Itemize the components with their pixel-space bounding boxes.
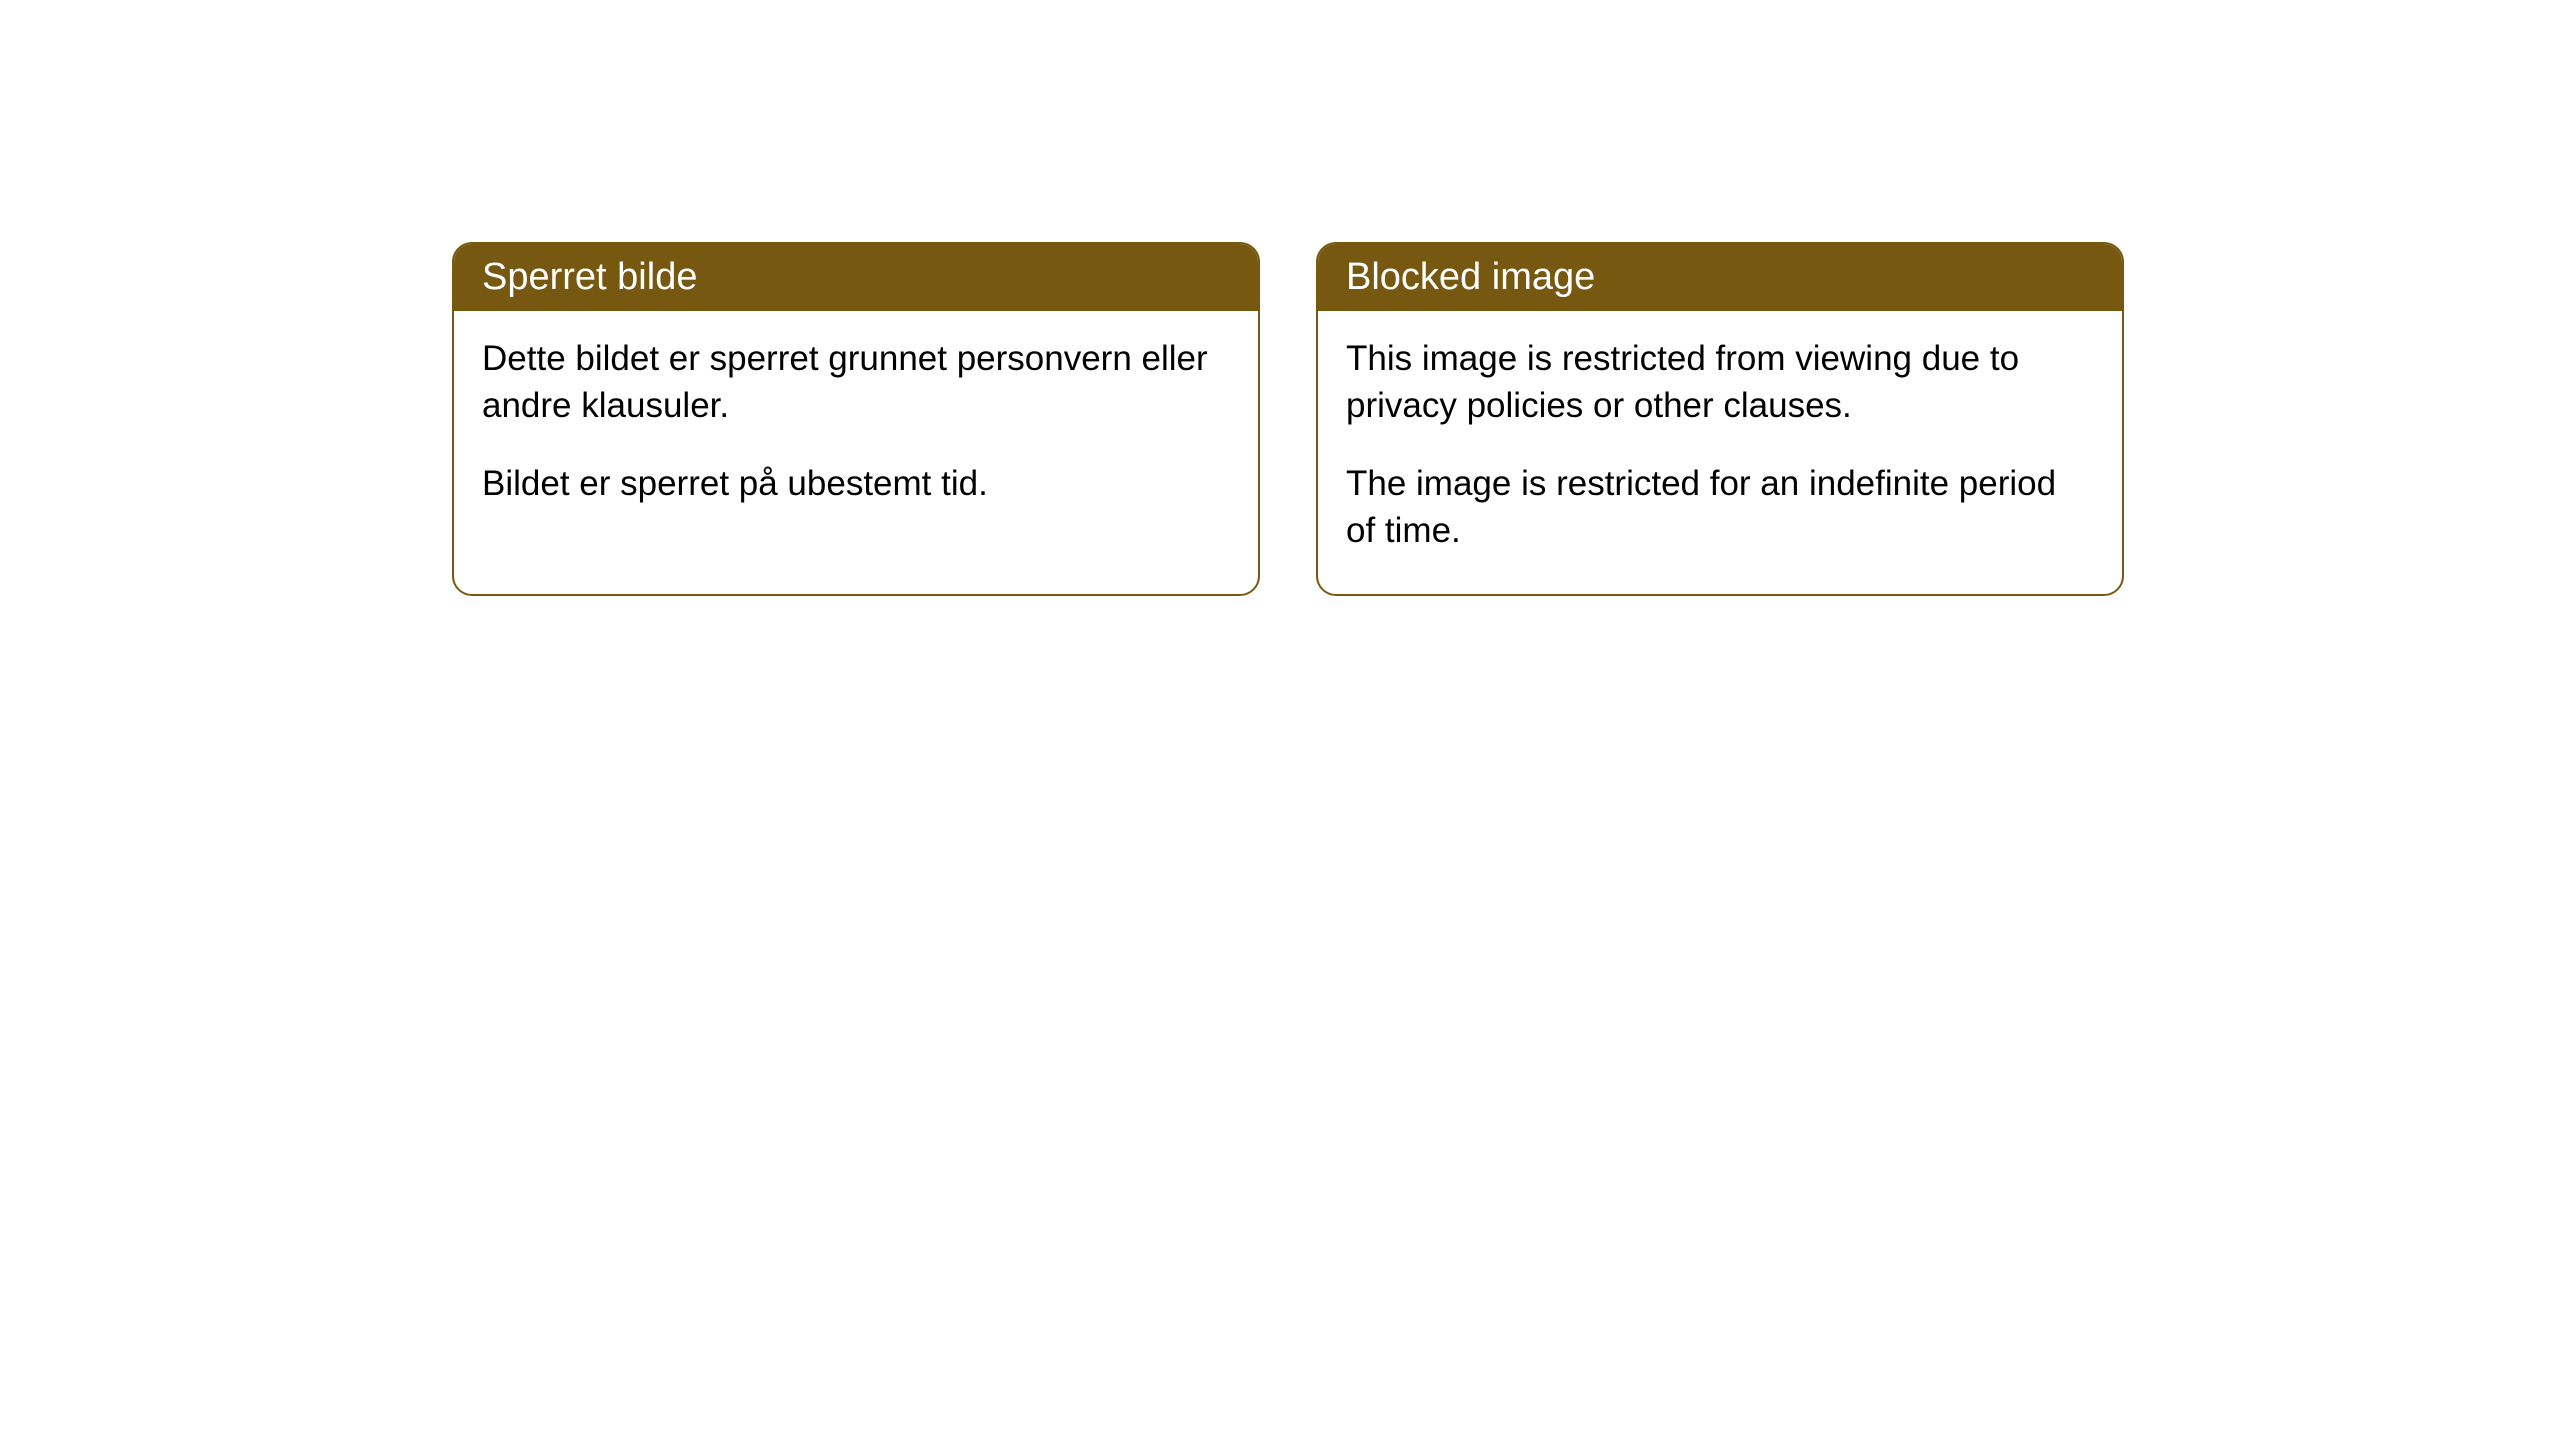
card-text-nb-1: Dette bildet er sperret grunnet personve…: [482, 335, 1230, 430]
blocked-image-card-nb: Sperret bilde Dette bildet er sperret gr…: [452, 242, 1260, 596]
card-text-en-2: The image is restricted for an indefinit…: [1346, 460, 2094, 555]
blocked-image-card-en: Blocked image This image is restricted f…: [1316, 242, 2124, 596]
card-header-en: Blocked image: [1318, 244, 2122, 311]
card-body-nb: Dette bildet er sperret grunnet personve…: [454, 311, 1258, 547]
card-body-en: This image is restricted from viewing du…: [1318, 311, 2122, 594]
card-text-en-1: This image is restricted from viewing du…: [1346, 335, 2094, 430]
card-header-nb: Sperret bilde: [454, 244, 1258, 311]
notice-container: Sperret bilde Dette bildet er sperret gr…: [452, 242, 2124, 596]
card-text-nb-2: Bildet er sperret på ubestemt tid.: [482, 460, 1230, 507]
